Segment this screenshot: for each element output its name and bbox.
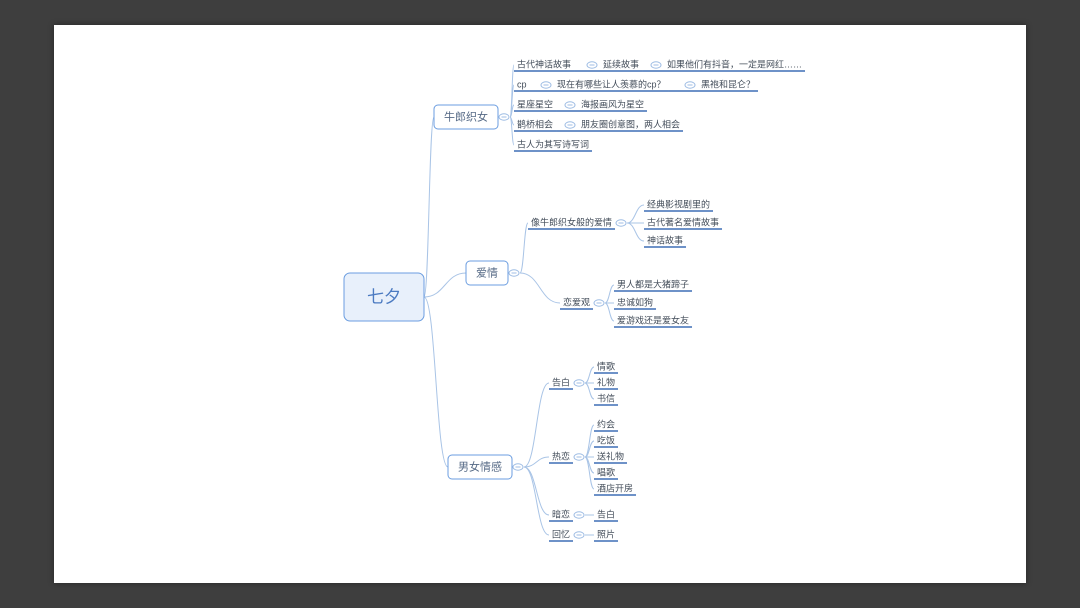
connector: [524, 383, 549, 467]
connector: [585, 457, 594, 489]
topic-node: 吃饭: [597, 434, 615, 445]
topic-node: 书信: [597, 392, 615, 403]
topic-node: 忠诚如狗: [617, 296, 653, 307]
connector: [524, 467, 549, 515]
mindmap-svg: 七夕 牛郎织女爱情男女情感 古代神话故事 延续故事 如果他们有抖音，一定是网红…… cp 现…: [54, 25, 1026, 583]
topic-parent: 告白: [552, 376, 570, 387]
root-label: 七夕: [367, 287, 401, 306]
topic-node: 经典影视剧里的: [647, 198, 710, 209]
topic-parent: 像牛郎织女般的爱情: [531, 216, 612, 227]
topic-node: 星座星空: [517, 98, 553, 109]
connector: [520, 273, 560, 303]
connector: [627, 223, 644, 241]
topic-node: 爱游戏还是爱女友: [617, 314, 689, 325]
connector: [424, 117, 434, 297]
topic-parent: 暗恋: [552, 508, 570, 519]
branch-label: 爱情: [476, 266, 498, 279]
connector: [424, 297, 448, 467]
connector: [424, 273, 466, 297]
connector: [524, 467, 549, 535]
topic-node: 约会: [597, 418, 615, 429]
topic-node: 情歌: [597, 360, 615, 371]
connector: [524, 457, 549, 467]
connector: [585, 367, 594, 383]
connector: [605, 285, 614, 303]
topic-node: 男人都是大猪蹄子: [617, 278, 689, 289]
connector: [585, 425, 594, 457]
topic-node: 唱歌: [597, 466, 615, 477]
connector: [627, 205, 644, 223]
topic-node: 神话故事: [647, 234, 683, 245]
connector: [585, 383, 594, 399]
topic-parent: 热恋: [552, 450, 570, 461]
topic-node: 告白: [597, 508, 615, 519]
topic-node: 朋友圈创意图，两人相会: [581, 118, 680, 129]
topic-node: 照片: [597, 528, 615, 539]
topic-node: 黑袍和昆仑？: [701, 78, 755, 89]
topic-parent: 回忆: [552, 528, 570, 539]
topic-node: 古代著名爱情故事: [647, 216, 719, 227]
topic-node: 现在有哪些让人羡慕的cp？: [557, 78, 666, 89]
connector: [605, 303, 614, 321]
topic-parent: 恋爱观: [563, 296, 590, 307]
branch-label: 男女情感: [458, 459, 502, 473]
branch-label: 牛郎织女: [444, 109, 488, 123]
topic-node: 送礼物: [597, 450, 624, 461]
topic-node: 古代神话故事: [517, 58, 571, 69]
topic-node: 酒店开房: [597, 482, 633, 493]
topic-node: 如果他们有抖音，一定是网红……: [667, 58, 802, 69]
topic-node: 古人为其写诗写词: [517, 138, 589, 149]
mindmap-canvas: 七夕 牛郎织女爱情男女情感 古代神话故事 延续故事 如果他们有抖音，一定是网红…… cp 现…: [54, 25, 1026, 583]
topic-node: 海报画风为星空: [581, 98, 644, 109]
topic-node: cp: [517, 79, 527, 89]
topic-node: 延续故事: [603, 58, 639, 69]
topic-node: 礼物: [597, 376, 615, 387]
connector: [520, 223, 528, 273]
topic-node: 鹊桥相会: [517, 118, 553, 129]
